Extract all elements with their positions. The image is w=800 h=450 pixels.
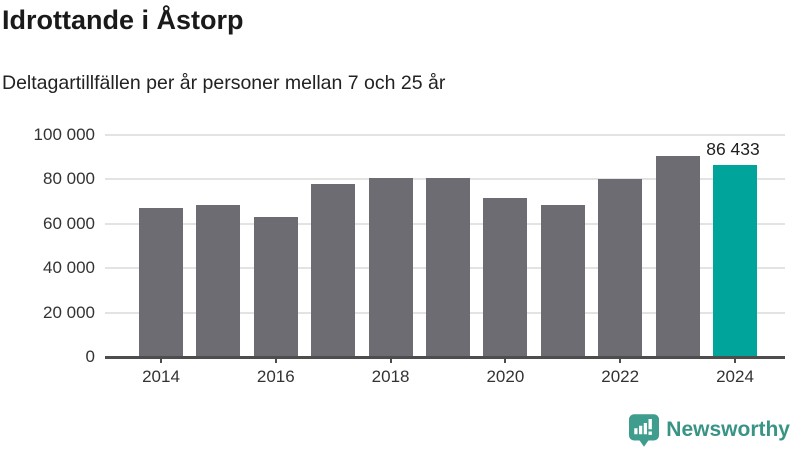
y-axis-label: 40 000 [43,258,95,278]
bar-2022 [598,179,643,357]
x-axis-label-2020: 2020 [486,367,525,386]
bar-2015 [196,204,241,357]
x-axis-tick [504,357,507,363]
bar-value-label: 86 433 [706,139,760,160]
y-axis-label: 60 000 [43,213,95,233]
x-axis-tick [274,357,277,363]
bar-2016 [253,217,298,357]
x-axis-label-2014: 2014 [142,367,180,386]
bar-2024 [713,165,757,357]
gridline [105,134,785,136]
y-axis-label: 80 000 [43,169,95,189]
plot-area: 86 433 2014 2016 2018 2020 2022 2024 [105,134,785,386]
newsworthy-logo[interactable]: Newsworthy [629,412,790,448]
x-axis-tick [389,357,392,363]
chart-title: Idrottande i Åstorp [2,5,244,35]
bar-2020 [483,198,528,357]
newsworthy-logo-icon [629,413,660,447]
y-axis-label: 100 000 [33,125,95,144]
x-axis-label-2016: 2016 [256,367,295,386]
bar-2023 [655,156,700,357]
brand-wordmark: Newsworthy [666,418,790,441]
x-axis-line [105,356,785,359]
bar-2014 [139,208,183,357]
x-axis-label-2024: 2024 [716,367,754,386]
x-axis-tick [160,357,162,363]
bar-2017 [311,183,356,357]
x-axis-tick [619,357,622,363]
bar-2018 [368,178,413,357]
x-axis-label-2018: 2018 [371,367,410,386]
x-axis-tick [734,357,736,363]
y-axis-label: 0 [85,347,95,366]
chart-subtitle: Deltagartillfällen per år personer mella… [2,72,446,94]
bar-2019 [426,178,470,357]
bar-2021 [540,204,585,357]
y-axis-label: 20 000 [43,302,95,322]
x-axis-label-2022: 2022 [601,367,640,386]
